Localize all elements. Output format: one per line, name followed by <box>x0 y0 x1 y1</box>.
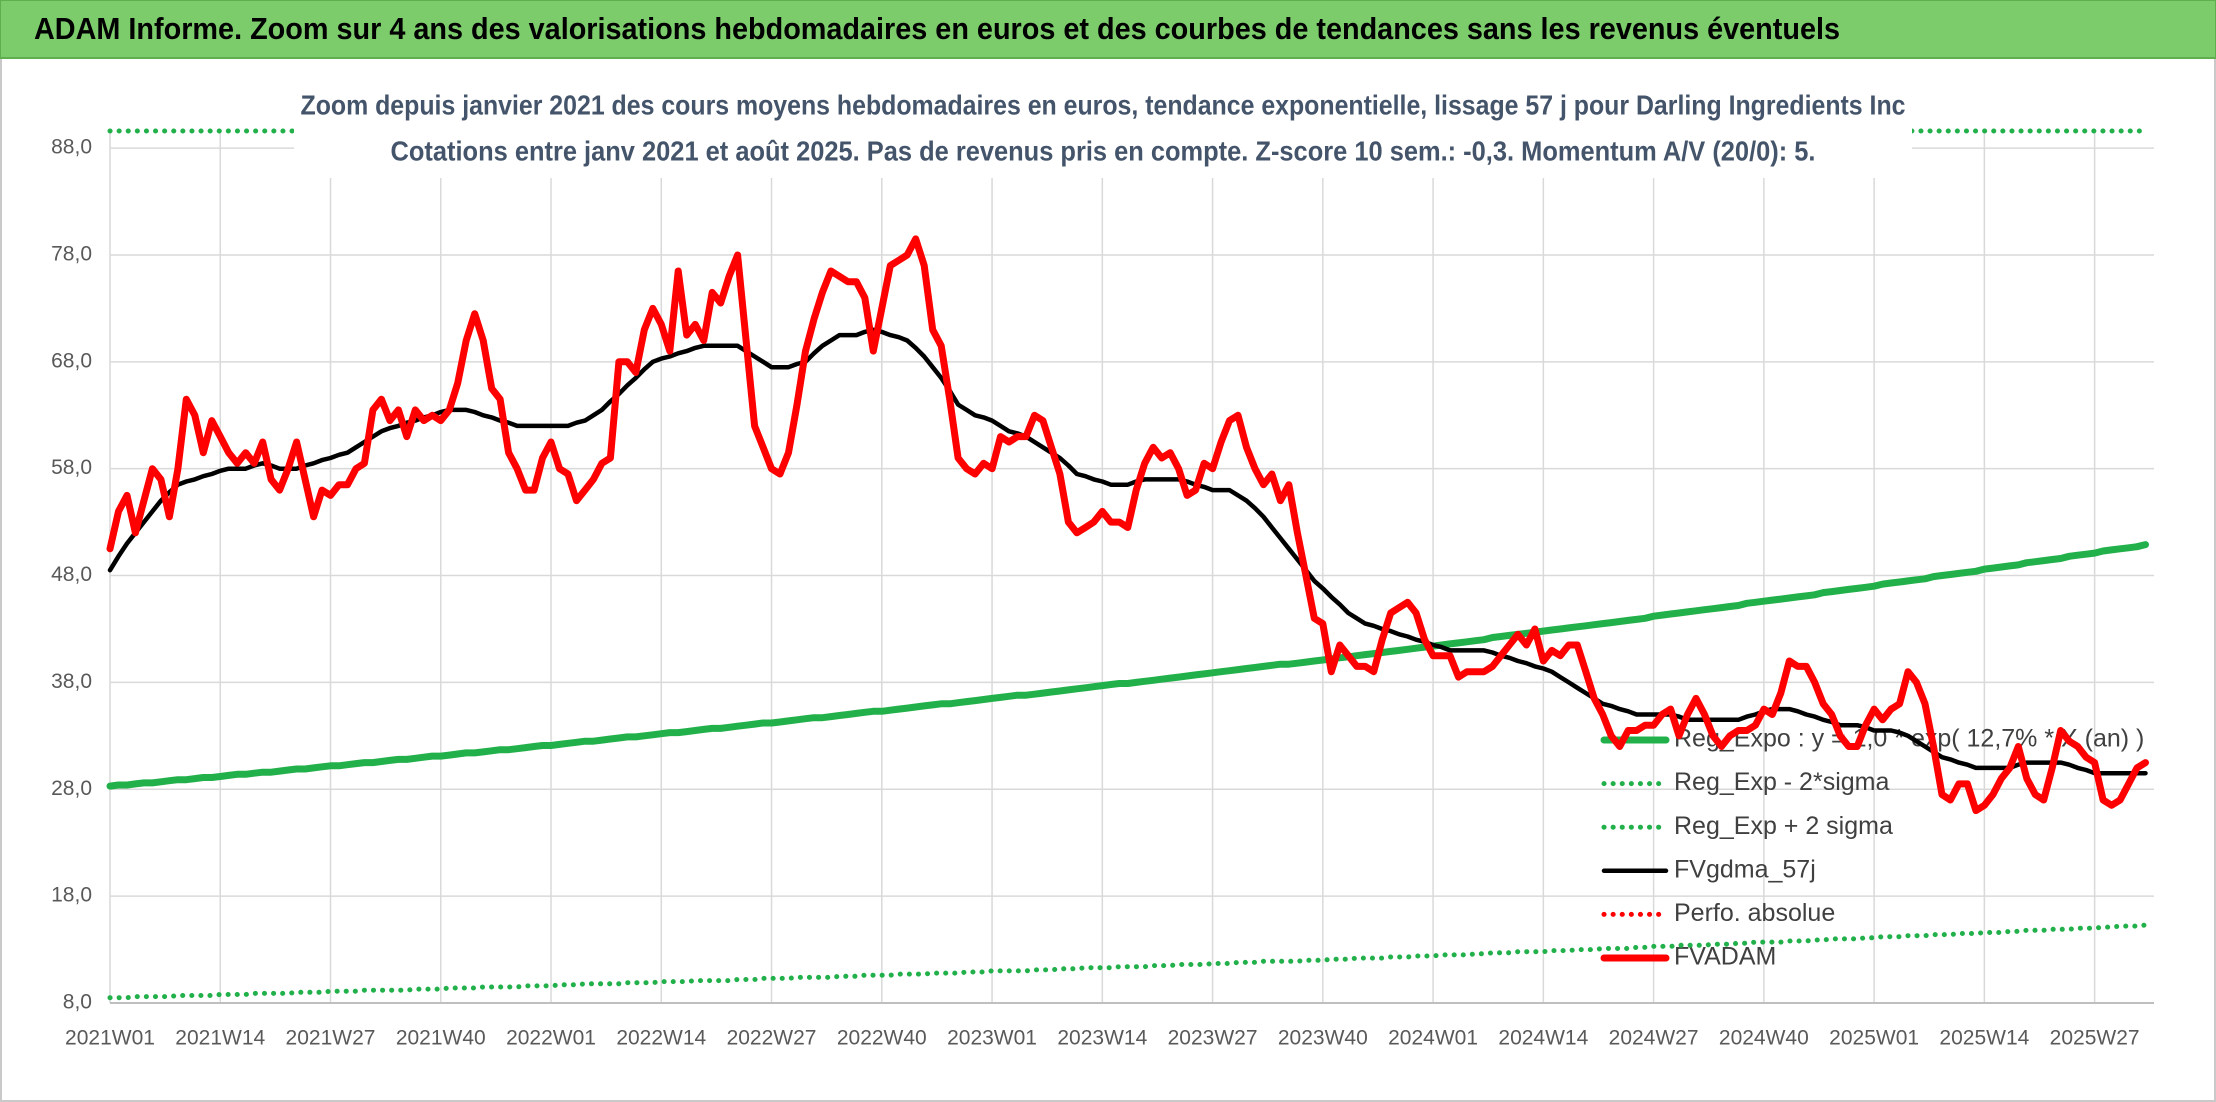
y-tick-label: 38,0 <box>51 670 92 693</box>
x-tick-label: 2022W27 <box>727 1027 817 1050</box>
header-title: ADAM Informe. Zoom sur 4 ans des valoris… <box>34 11 1840 46</box>
y-tick-label: 58,0 <box>51 456 92 479</box>
x-tick-label: 2023W14 <box>1057 1027 1147 1050</box>
title-box <box>294 84 1912 178</box>
x-tick-label: 2021W27 <box>286 1027 376 1050</box>
x-tick-label: 2021W14 <box>175 1027 265 1050</box>
y-tick-label: 18,0 <box>51 884 92 907</box>
y-tick-label: 78,0 <box>51 243 92 266</box>
y-tick-label: 28,0 <box>51 777 92 800</box>
y-tick-label: 88,0 <box>51 136 92 159</box>
legend-label: Perfo. absolue <box>1674 899 1835 927</box>
chart-subtitle: Cotations entre janv 2021 et août 2025. … <box>391 135 1816 166</box>
x-tick-label: 2022W40 <box>837 1027 927 1050</box>
legend-label: Reg_Exp - 2*sigma <box>1674 768 1889 796</box>
y-tick-label: 68,0 <box>51 349 92 372</box>
x-tick-label: 2024W40 <box>1719 1027 1809 1050</box>
series-line <box>106 235 2149 815</box>
legend-label: FVgdma_57j <box>1674 855 1816 883</box>
y-tick-label: 48,0 <box>51 563 92 586</box>
x-tick-label: 2022W01 <box>506 1027 596 1050</box>
x-tick-label: 2022W14 <box>616 1027 706 1050</box>
x-tick-label: 2023W01 <box>947 1027 1037 1050</box>
x-tick-label: 2023W40 <box>1278 1027 1368 1050</box>
chart-subtitle: Zoom depuis janvier 2021 des cours moyen… <box>301 89 1906 120</box>
x-tick-label: 2025W14 <box>1939 1027 2029 1050</box>
x-tick-label: 2024W01 <box>1388 1027 1478 1050</box>
x-tick-label: 2025W27 <box>2050 1027 2140 1050</box>
x-tick-label: 2025W01 <box>1829 1027 1919 1050</box>
header-bar <box>0 0 2216 59</box>
x-tick-label: 2023W27 <box>1168 1027 1258 1050</box>
x-tick-label: 2021W40 <box>396 1027 486 1050</box>
x-tick-label: 2024W14 <box>1498 1027 1588 1050</box>
y-tick-label: 8,0 <box>63 991 92 1014</box>
series-line <box>107 922 2148 1001</box>
legend-label: Reg_Exp + 2 sigma <box>1674 812 1893 840</box>
series-line <box>106 541 2149 790</box>
x-tick-label: 2024W27 <box>1609 1027 1699 1050</box>
x-tick-label: 2021W01 <box>65 1027 155 1050</box>
